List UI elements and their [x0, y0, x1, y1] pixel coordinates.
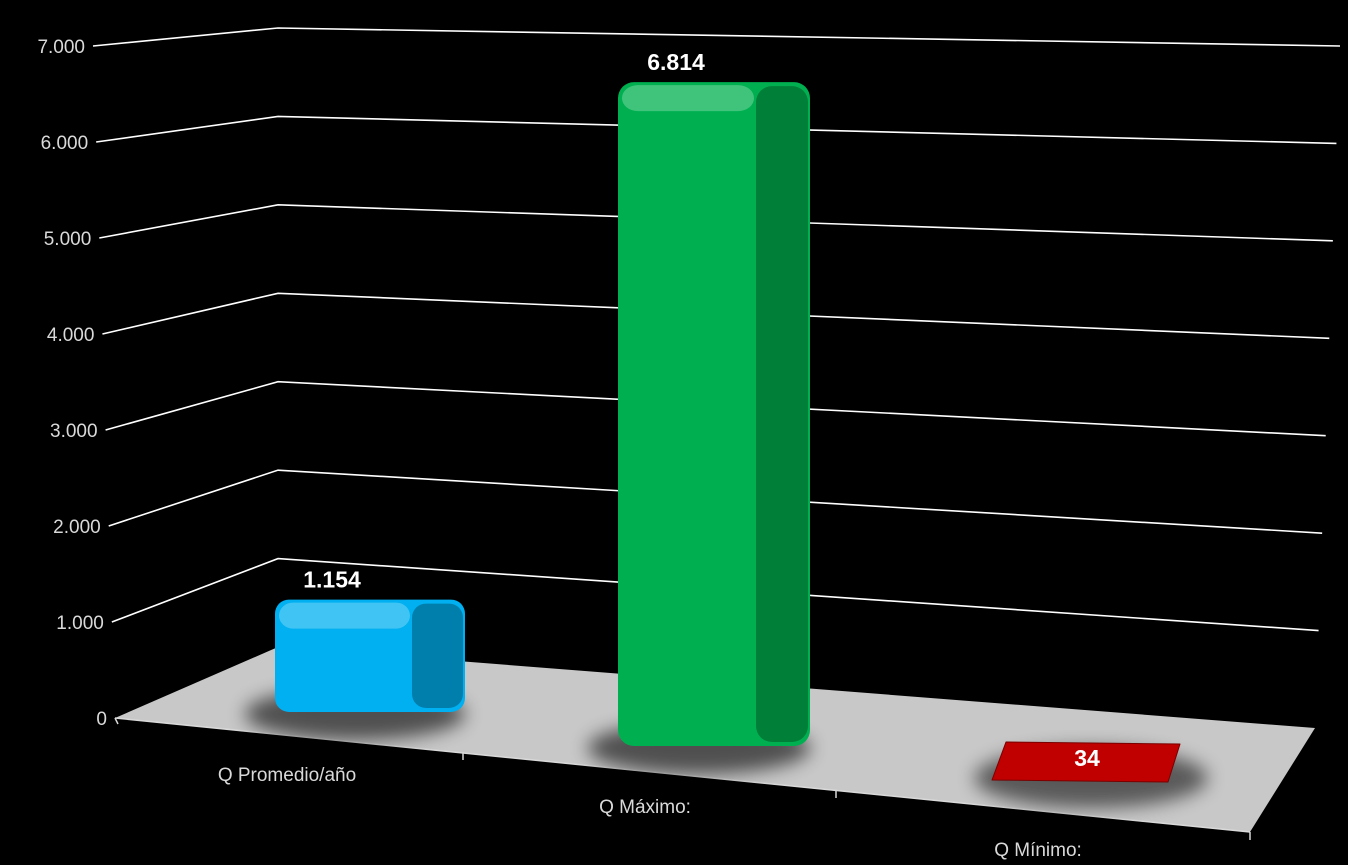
gridline	[111, 557, 1319, 632]
y-tick-label: 4.000	[47, 325, 95, 346]
gridline	[105, 380, 1326, 437]
bars	[244, 82, 1208, 808]
gridline	[108, 469, 1323, 534]
bar	[244, 599, 466, 740]
data-labels: 1.154 6.814 34	[303, 49, 1100, 771]
x-axis-category-labels: Q Promedio/año Q Máximo: Q Mínimo:	[218, 765, 1082, 861]
x-category-label: Q Mínimo:	[994, 840, 1082, 861]
bar	[587, 82, 811, 774]
bar-top-highlight	[279, 602, 410, 629]
y-tick-label: 7.000	[37, 37, 85, 58]
data-label: 1.154	[303, 567, 361, 593]
bar-side-shade	[412, 603, 463, 708]
data-label: 6.814	[647, 49, 705, 75]
data-label: 34	[1074, 745, 1100, 771]
bar-front	[275, 599, 465, 712]
gridline	[102, 292, 1330, 340]
bar-body	[991, 741, 1181, 783]
bar-top-highlight	[622, 85, 754, 112]
y-tick-label: 1.000	[56, 613, 104, 634]
x-category-label: Q Máximo:	[599, 797, 691, 818]
axis-tick	[114, 717, 119, 725]
bar	[974, 741, 1208, 808]
y-tick-label: 5.000	[44, 229, 92, 250]
y-tick-label: 0	[96, 709, 107, 730]
y-tick-label: 6.000	[41, 133, 89, 154]
bar-front	[618, 82, 810, 747]
gridline	[96, 115, 1337, 145]
gridline	[99, 204, 1333, 242]
x-category-label: Q Promedio/año	[218, 765, 356, 786]
gridline	[92, 27, 1341, 47]
gridlines	[92, 27, 1341, 632]
bar-side-shade	[756, 86, 808, 743]
y-tick-label: 2.000	[53, 517, 101, 538]
y-axis-tick-labels: 0 1.000 2.000 3.000 4.000 5.000 6.000 7.000	[37, 37, 107, 730]
y-tick-label: 3.000	[50, 421, 98, 442]
